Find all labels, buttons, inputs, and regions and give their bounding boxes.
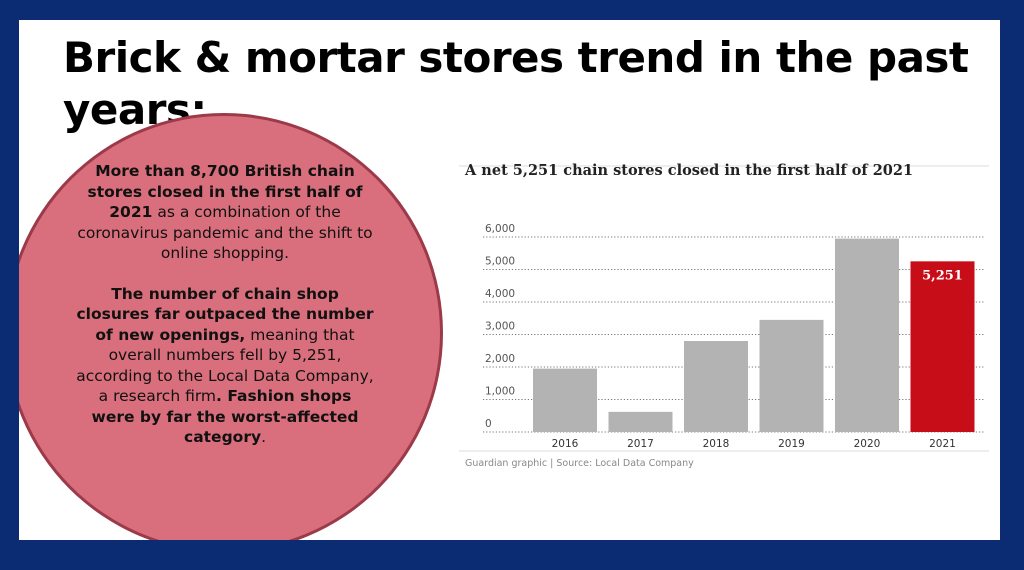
- bar-chart: 0 1,000 2,000 3,000 4,000 5,000 6,000 2016 2017…: [459, 162, 989, 477]
- y-tick-label: 5,000: [485, 256, 515, 268]
- x-tick-label: 2019: [778, 438, 805, 450]
- bar-2018: [684, 341, 748, 432]
- paragraph-2: The number of chain shop closures far ou…: [75, 284, 375, 448]
- bar-chart-svg: 0 1,000 2,000 3,000 4,000 5,000 6,000 2016 2017…: [459, 165, 989, 452]
- highlight-circle: [19, 113, 443, 540]
- bar-2020: [835, 238, 899, 432]
- bar-layer: [533, 238, 975, 432]
- x-tick-label: 2020: [854, 438, 881, 450]
- paragraph-2-normal-2: .: [261, 428, 266, 446]
- x-tick-label: 2016: [552, 438, 579, 450]
- chart-source: Guardian graphic | Source: Local Data Co…: [465, 458, 694, 469]
- circle-text: More than 8,700 British chain stores clo…: [75, 161, 375, 448]
- x-tick-label: 2017: [627, 438, 654, 450]
- bar-2021: [910, 261, 975, 432]
- data-label: 5,251: [922, 268, 963, 283]
- bar-2016: [533, 368, 597, 432]
- paragraph-2-bold-1: The number of chain shop closures far ou…: [76, 284, 374, 344]
- x-tick-label: 2021: [929, 438, 956, 450]
- y-tick-label: 4,000: [485, 288, 515, 300]
- bar-2019: [759, 319, 824, 432]
- y-tick-label: 6,000: [485, 223, 515, 235]
- y-tick-label: 0: [485, 418, 492, 430]
- chart-title: A net 5,251 chain stores closed in the f…: [465, 162, 914, 179]
- x-tick-label: 2018: [703, 438, 730, 450]
- y-tick-label: 2,000: [485, 353, 515, 365]
- slide-title: Brick & mortar stores trend in the past …: [63, 33, 969, 134]
- paragraph-1: More than 8,700 British chain stores clo…: [75, 161, 375, 264]
- label-layer: 2016 2017 2018 2019 2020 2021 5,251: [552, 268, 963, 450]
- paragraph-1-bold: More than 8,700 British chain stores clo…: [87, 162, 363, 221]
- y-tick-label: 1,000: [485, 386, 515, 398]
- slide: Brick & mortar stores trend in the past …: [19, 20, 1000, 540]
- paragraph-2-normal-1: meaning that overall numbers fell by 5,2…: [76, 325, 374, 406]
- bar-2017: [608, 411, 673, 432]
- y-tick-label: 3,000: [485, 321, 515, 333]
- paragraph-1-normal: as a combination of the coronavirus pand…: [77, 203, 373, 262]
- paragraph-2-bold-2: . Fashion shops were by far the worst-af…: [91, 387, 359, 446]
